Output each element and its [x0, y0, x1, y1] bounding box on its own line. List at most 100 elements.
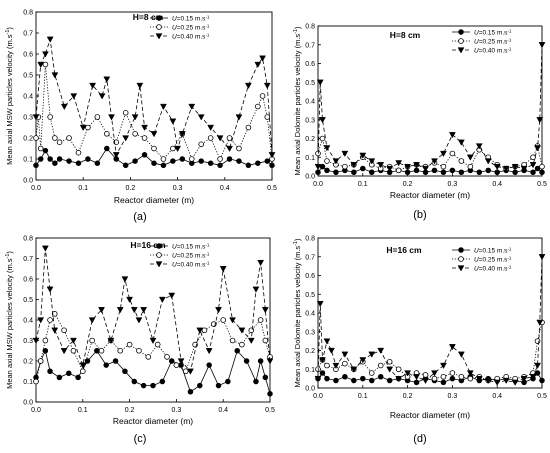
data-point	[440, 163, 447, 170]
data-point	[341, 351, 349, 358]
data-point	[350, 366, 358, 373]
data-point	[145, 354, 152, 360]
data-point	[502, 377, 510, 385]
data-point	[248, 327, 255, 334]
legend-entry: U=0.40 m.s-1	[452, 46, 512, 55]
data-point	[467, 163, 474, 170]
legend-marker	[156, 243, 162, 249]
data-point	[377, 347, 385, 355]
legend-entry: U=0.15 m.s-1	[150, 242, 210, 251]
panel-caption: (b)	[413, 209, 426, 221]
data-point	[538, 42, 546, 49]
data-point	[386, 358, 393, 365]
data-point	[47, 317, 53, 323]
data-point	[104, 131, 110, 137]
legend-marker	[458, 38, 464, 44]
data-point	[413, 379, 420, 386]
data-point	[259, 93, 266, 99]
data-point	[536, 117, 544, 124]
height-label: H=16 cm	[386, 245, 422, 255]
data-point	[182, 368, 189, 375]
data-point	[440, 150, 447, 158]
data-point	[52, 135, 58, 141]
data-point	[140, 382, 147, 389]
legend-label: U=0.40 m.s-1	[172, 32, 210, 41]
data-point	[149, 337, 157, 345]
data-point	[94, 348, 100, 354]
x-tick-label: 0.2	[125, 407, 135, 414]
data-point	[141, 135, 148, 141]
data-point	[319, 117, 326, 124]
data-point	[342, 360, 348, 367]
data-point	[457, 139, 465, 146]
data-point	[164, 354, 170, 360]
data-point	[502, 165, 510, 173]
data-point	[98, 93, 106, 100]
data-point	[257, 358, 264, 364]
data-point	[315, 169, 321, 176]
y-tick-label: 0.2	[23, 359, 33, 366]
data-point	[51, 327, 59, 334]
data-point	[177, 358, 185, 365]
data-point	[121, 276, 129, 283]
x-tick-label: 0.1	[78, 407, 88, 414]
data-point	[37, 156, 44, 162]
y-tick-label: 0.5	[23, 73, 33, 80]
plot-frame	[35, 11, 273, 181]
data-point	[466, 370, 474, 377]
data-point	[215, 382, 222, 389]
data-point	[350, 162, 358, 169]
data-point	[440, 169, 447, 176]
data-point	[368, 370, 375, 376]
data-point	[448, 132, 456, 139]
legend-label: U=0.15 m.s-1	[172, 242, 210, 251]
legend-marker	[155, 33, 163, 40]
data-point	[536, 319, 544, 326]
data-point	[386, 165, 394, 173]
data-point	[254, 61, 262, 69]
data-point	[377, 374, 384, 380]
data-point	[70, 347, 77, 354]
data-point	[245, 162, 252, 169]
data-point	[493, 163, 501, 171]
data-point	[151, 145, 157, 152]
data-point	[252, 286, 260, 293]
data-point	[206, 362, 212, 368]
x-tick-label: 0.3	[173, 185, 183, 192]
data-point	[243, 358, 250, 364]
data-point	[386, 366, 394, 373]
data-point	[219, 266, 227, 273]
data-point	[126, 296, 134, 304]
data-point	[132, 158, 138, 164]
data-point	[160, 103, 167, 111]
x-tick-label: 0.3	[448, 393, 458, 400]
legend-entry: U=0.40 m.s-1	[452, 264, 512, 273]
data-point	[51, 311, 58, 317]
y-tick-label: 0.1	[305, 367, 315, 374]
data-point	[539, 169, 545, 176]
x-tick-label: 0.2	[403, 393, 413, 400]
y-tick-label: 0.4	[305, 311, 315, 318]
data-point	[268, 152, 276, 159]
legend-marker	[457, 265, 465, 272]
panel-b: 0.0 0.1 0.2 0.3 0.4 0.5 0.6 0.7 0.8 0.0 0.1 0.2 0.3 0…	[293, 24, 547, 222]
series-line	[317, 256, 543, 383]
panel-caption: (c)	[134, 433, 147, 445]
y-tick-label: 0.0	[23, 400, 33, 407]
data-point	[404, 169, 411, 176]
series-line	[317, 44, 543, 169]
data-point	[61, 327, 67, 334]
data-point	[440, 373, 447, 380]
legend-marker	[156, 252, 162, 258]
series-u-0.15	[33, 145, 275, 169]
data-point	[198, 141, 205, 148]
data-point	[33, 162, 39, 169]
data-point	[60, 103, 68, 111]
y-tick-label: 0.1	[305, 155, 315, 162]
data-point	[112, 152, 120, 159]
data-point	[66, 158, 72, 164]
data-point	[257, 259, 265, 267]
data-point	[170, 158, 176, 164]
legend-label: U=0.15 m.s-1	[474, 28, 512, 37]
